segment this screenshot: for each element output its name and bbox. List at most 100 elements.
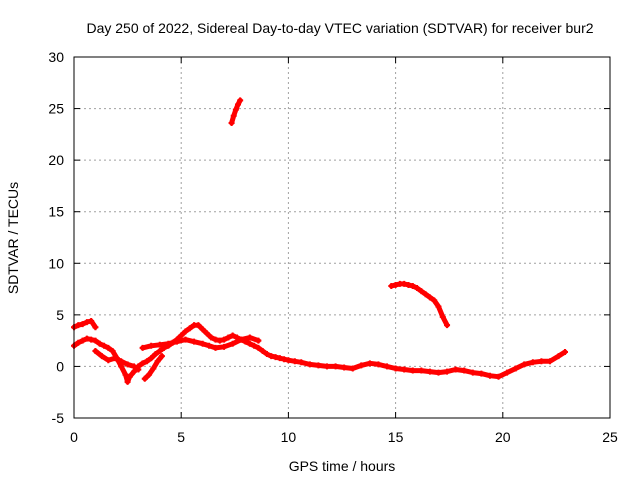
data-point (195, 322, 202, 329)
data-point (83, 319, 90, 326)
x-axis-label: GPS time / hours (289, 458, 396, 474)
data-point (118, 363, 125, 370)
data-point (124, 378, 131, 385)
data-point (221, 336, 228, 343)
data-point (431, 297, 438, 304)
data-point (156, 341, 163, 348)
data-point (521, 361, 528, 368)
data-point (405, 281, 412, 288)
data-point (182, 328, 189, 335)
data-point (150, 365, 157, 372)
data-point (426, 368, 433, 375)
data-point (268, 353, 275, 360)
data-point (165, 340, 172, 347)
data-point (105, 357, 112, 364)
data-point (246, 334, 253, 341)
data-point (230, 112, 237, 119)
data-point (135, 366, 142, 373)
data-point (221, 343, 228, 350)
data-point (392, 281, 399, 288)
data-point (401, 280, 408, 287)
data-point (152, 351, 159, 358)
y-tick-label: 30 (48, 49, 64, 65)
y-axis-label: SDTVAR / TECUs (5, 182, 21, 294)
data-point (148, 342, 155, 349)
data-point (208, 334, 215, 341)
data-point (358, 362, 365, 369)
data-point (238, 336, 245, 343)
data-point (452, 366, 459, 373)
data-point (263, 351, 270, 358)
data-point (414, 285, 421, 292)
data-point (461, 367, 468, 374)
data-point (75, 322, 82, 329)
data-point (79, 321, 86, 328)
data-point (141, 375, 148, 382)
data-point (291, 358, 298, 365)
data-point (469, 369, 476, 376)
y-tick-label: 15 (48, 204, 64, 220)
data-point (88, 318, 95, 325)
data-point (366, 360, 373, 367)
plot-frame (73, 56, 611, 419)
data-point (341, 364, 348, 371)
x-tick-label: 20 (495, 429, 511, 445)
data-point (126, 373, 133, 380)
data-point (225, 334, 232, 341)
data-point (96, 340, 103, 347)
data-point (191, 338, 198, 345)
data-point (251, 342, 258, 349)
x-tick-label: 25 (602, 429, 618, 445)
data-point (349, 365, 356, 372)
data-layer (71, 97, 568, 385)
data-point (495, 373, 502, 380)
data-point (538, 358, 545, 365)
data-point (276, 355, 283, 362)
data-point (173, 338, 180, 345)
data-point (388, 282, 395, 289)
data-point (109, 347, 116, 354)
data-point (212, 344, 219, 351)
data-point (504, 369, 511, 376)
data-point (118, 358, 125, 365)
data-point (418, 367, 425, 374)
data-point (246, 340, 253, 347)
y-tick-label: 10 (48, 255, 64, 271)
data-point (199, 340, 206, 347)
data-point (478, 370, 485, 377)
data-point (422, 291, 429, 298)
data-point (146, 371, 153, 378)
data-point (143, 358, 150, 365)
chart-title: Day 250 of 2022, Sidereal Day-to-day VTE… (86, 20, 593, 36)
data-point (199, 326, 206, 333)
data-point (228, 120, 235, 127)
data-point (148, 355, 155, 362)
data-point (124, 361, 131, 368)
x-tick-label: 0 (70, 429, 78, 445)
x-tick-label: 10 (281, 429, 297, 445)
data-point (235, 101, 242, 108)
data-point (178, 332, 185, 339)
data-point (512, 365, 519, 372)
data-point (272, 354, 279, 361)
data-point (259, 347, 266, 354)
data-point (182, 336, 189, 343)
y-tick-label: 5 (56, 307, 64, 323)
data-point (92, 337, 99, 344)
y-tick-label: 20 (48, 152, 64, 168)
data-point (186, 325, 193, 332)
data-point (105, 344, 112, 351)
data-point (206, 342, 213, 349)
data-point (426, 294, 433, 301)
data-point (306, 361, 313, 368)
data-point (131, 363, 138, 370)
data-point (92, 347, 99, 354)
data-point (409, 282, 416, 289)
y-tick-label: -5 (52, 410, 65, 426)
data-point (122, 371, 129, 378)
data-point (88, 336, 95, 343)
data-point (315, 362, 322, 369)
data-point (237, 97, 244, 104)
x-tick-label: 15 (388, 429, 404, 445)
